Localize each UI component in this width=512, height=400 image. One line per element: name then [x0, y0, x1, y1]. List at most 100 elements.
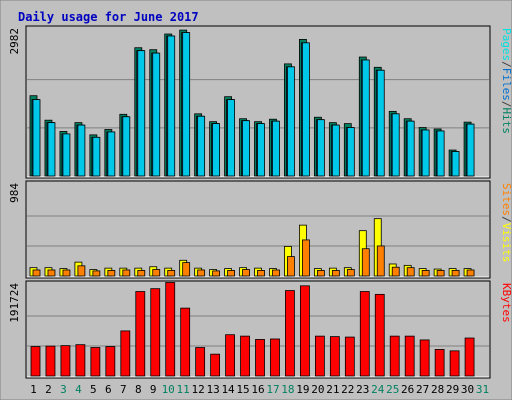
legend-entry: KBytes: [500, 283, 512, 323]
bar-pages-day-23: [361, 59, 370, 177]
bar-sites-day-18: [287, 256, 295, 277]
bar-pages-day-27: [421, 129, 430, 177]
legend-entry: Files: [500, 68, 512, 101]
bar-kbytes-day-17: [270, 338, 280, 377]
x-tick-label: 15: [236, 383, 249, 396]
bar-pages-day-18: [287, 66, 295, 177]
x-tick-label: 5: [90, 383, 97, 396]
chart-title: Daily usage for June 2017: [18, 10, 199, 24]
x-tick-label: 9: [150, 383, 157, 396]
legend-entry: Sites: [500, 183, 512, 216]
bar-sites-day-15: [242, 269, 250, 277]
bar-kbytes-day-29: [449, 350, 460, 377]
bar-sites-day-11: [182, 262, 191, 277]
x-tick-label: 28: [431, 383, 444, 396]
bar-sites-day-1: [32, 269, 41, 277]
x-tick-label: 27: [416, 383, 429, 396]
bar-kbytes-day-30: [464, 337, 475, 377]
legend-entry: /: [500, 101, 512, 108]
x-tick-label: 30: [461, 383, 474, 396]
x-tick-label: 8: [135, 383, 142, 396]
legend-kbytes: KBytes: [500, 283, 512, 323]
bar-kbytes-day-12: [195, 347, 206, 377]
bar-kbytes-day-23: [359, 291, 370, 377]
bar-pages-day-7: [122, 116, 131, 177]
bar-sites-day-9: [152, 269, 161, 277]
bar-sites-day-19: [302, 239, 310, 277]
x-tick-label: 4: [75, 383, 82, 396]
bar-kbytes-day-1: [30, 346, 41, 377]
bar-sites-day-13: [212, 270, 221, 277]
panel-kbytes: 191724 KBytes: [8, 280, 512, 379]
bar-pages-day-26: [406, 120, 415, 177]
bar-pages-day-5: [92, 136, 101, 177]
bar-pages-day-10: [167, 35, 176, 177]
legend-entry: Visits: [500, 223, 512, 263]
bar-sites-day-21: [331, 270, 340, 277]
bar-pages-day-30: [466, 123, 475, 177]
panel-visits-background: [25, 180, 491, 279]
x-tick-label: 10: [162, 383, 175, 396]
bar-pages-day-14: [227, 99, 235, 177]
x-tick-label: 29: [446, 383, 459, 396]
bar-sites-day-8: [137, 270, 146, 277]
bar-pages-day-12: [197, 115, 206, 177]
bar-sites-day-17: [272, 269, 280, 277]
x-tick-label: 13: [206, 383, 219, 396]
bar-kbytes-day-22: [344, 336, 355, 377]
bar-sites-day-14: [227, 270, 235, 277]
legend-entry: Pages: [500, 28, 512, 61]
bar-sites-day-16: [257, 270, 265, 277]
bar-pages-day-15: [242, 120, 250, 177]
x-tick-label: 23: [356, 383, 369, 396]
bar-sites-day-2: [47, 269, 56, 277]
bar-kbytes-day-20: [314, 335, 325, 377]
panel-visits: 984 Sites/Visits: [8, 180, 512, 279]
x-tick-label: 25: [386, 383, 399, 396]
x-tick-label: 31: [476, 383, 489, 396]
legend-entry: /: [500, 61, 512, 68]
x-tick-label: 17: [266, 383, 279, 396]
bar-kbytes-day-8: [135, 291, 146, 377]
bar-pages-day-16: [257, 123, 265, 177]
bar-pages-day-20: [316, 119, 325, 177]
bar-sites-day-27: [421, 270, 430, 277]
bar-sites-day-28: [436, 270, 445, 277]
bar-pages-day-6: [107, 131, 116, 177]
bar-sites-day-20: [316, 270, 325, 277]
bar-pages-day-1: [32, 99, 41, 177]
bar-kbytes-day-27: [419, 339, 430, 377]
bar-pages-day-19: [302, 42, 310, 177]
bar-kbytes-day-19: [300, 285, 310, 377]
bar-pages-day-28: [436, 130, 445, 177]
bar-sites-day-24: [376, 245, 385, 277]
bar-sites-day-26: [406, 267, 415, 277]
bar-pages-day-2: [47, 122, 56, 177]
bar-sites-day-22: [346, 269, 355, 277]
bar-pages-day-4: [77, 124, 86, 177]
x-tick-label: 24: [371, 383, 385, 396]
x-tick-label: 1: [30, 383, 37, 396]
bar-sites-day-3: [62, 269, 71, 277]
bar-kbytes-day-5: [90, 347, 101, 377]
bar-sites-day-5: [92, 270, 101, 277]
bar-sites-day-23: [361, 248, 370, 277]
bar-pages-day-22: [346, 127, 355, 177]
bar-kbytes-day-2: [45, 345, 56, 377]
bar-sites-day-25: [391, 266, 400, 277]
bar-kbytes-day-3: [60, 345, 71, 377]
bar-sites-day-30: [466, 269, 475, 277]
bar-kbytes-day-18: [285, 290, 295, 377]
bar-kbytes-day-13: [210, 353, 221, 377]
bar-pages-day-3: [62, 133, 71, 177]
y-max-label-kbytes: 191724: [8, 283, 21, 323]
x-tick-label: 19: [296, 383, 309, 396]
x-tick-label: 12: [192, 383, 205, 396]
bar-pages-day-11: [182, 32, 191, 177]
x-tick-label: 16: [251, 383, 264, 396]
bar-kbytes-day-11: [180, 307, 191, 377]
legend-entry: Hits: [500, 108, 512, 135]
legend-entry: /: [500, 216, 512, 223]
y-max-label-visits: 984: [8, 183, 21, 203]
